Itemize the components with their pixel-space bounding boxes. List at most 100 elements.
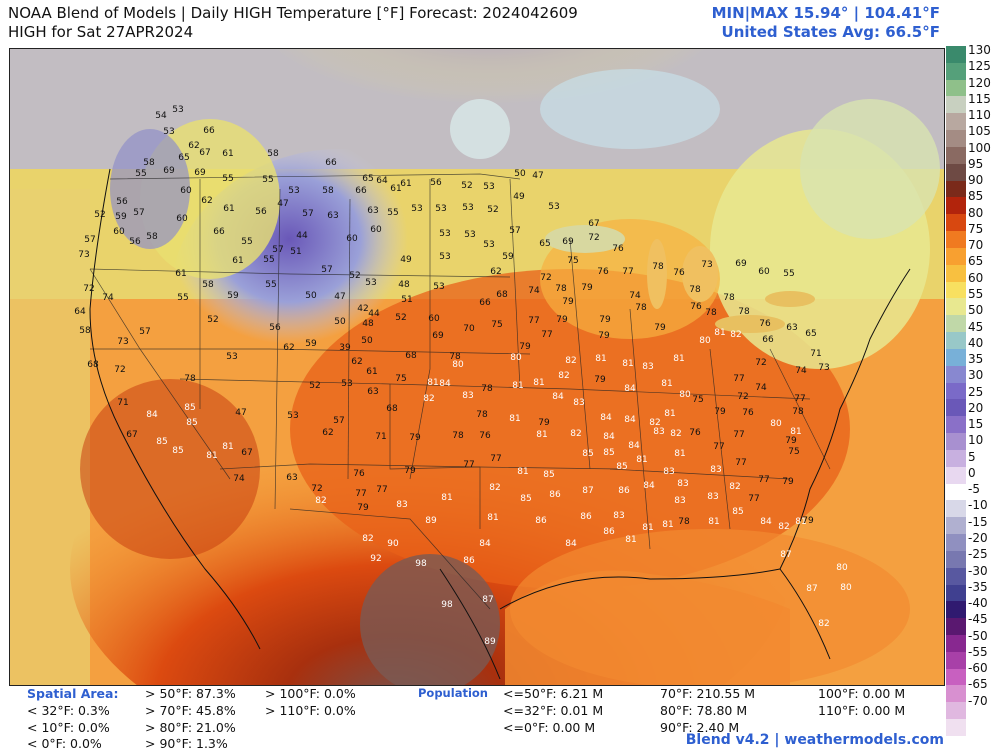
temperature-label: 53 — [288, 186, 299, 196]
temperature-label: 61 — [390, 184, 401, 194]
temperature-label: 69 — [432, 331, 444, 341]
temperature-label: 58 — [143, 158, 155, 168]
temperature-label: 76 — [353, 469, 365, 479]
color-scale-label: 90 — [968, 173, 984, 188]
temperature-label: 85 — [172, 446, 183, 456]
color-scale-labels: 130 125 120 115 110 105 100 95 90 85 80 75 70 65 60 55 5… — [968, 42, 1000, 709]
temperature-label: 80 — [679, 390, 691, 400]
temperature-label: 84 — [628, 441, 640, 451]
temperature-label: 75 — [491, 320, 502, 330]
color-scale-label: 125 — [968, 59, 991, 74]
temperature-label: 55 — [241, 237, 252, 247]
temperature-label: 47 — [532, 171, 543, 181]
temperature-label: 56 — [116, 197, 128, 207]
temperature-label: 81 — [708, 517, 719, 527]
temperature-label: 81 — [512, 381, 523, 391]
temperature-label: 60 — [346, 234, 358, 244]
color-scale-segment — [946, 618, 966, 635]
temperature-label: 85 — [582, 449, 593, 459]
temperature-label: 61 — [175, 269, 186, 279]
temperature-label: 75 — [395, 374, 406, 384]
temperature-label: 69 — [194, 168, 206, 178]
temperature-label: 56 — [255, 207, 267, 217]
temperature-label: 82 — [315, 496, 326, 506]
temperature-label: 55 — [265, 280, 276, 290]
temperature-label: 81 — [795, 517, 806, 527]
temperature-label: 84 — [565, 539, 577, 549]
temperature-label: 53 — [163, 127, 174, 137]
temperature-label: 90 — [387, 539, 399, 549]
temperature-label: 53 — [548, 202, 559, 212]
temperature-label: 71 — [117, 398, 128, 408]
color-scale-segment — [946, 197, 966, 215]
temperature-label: 52 — [94, 210, 105, 220]
temperature-label: 57 — [84, 235, 95, 245]
temperature-label: 85 — [732, 507, 743, 517]
population-stat: 70°F: 210.55 M — [660, 686, 756, 701]
color-scale-segment — [946, 214, 966, 232]
color-scale-label: -25 — [968, 547, 988, 562]
temperature-label: 79 — [782, 477, 794, 487]
temperature-label: 66 — [479, 298, 491, 308]
population-title: Population — [418, 686, 488, 700]
color-scale-label: 75 — [968, 221, 984, 236]
color-scale-label: -40 — [968, 596, 988, 611]
temperature-label: 89 — [484, 637, 496, 647]
temperature-label: 72 — [588, 233, 599, 243]
temperature-label: 53 — [172, 105, 183, 115]
color-scale-segment — [946, 180, 966, 198]
temperature-label: 81 — [441, 493, 452, 503]
temperature-label: 75 — [567, 256, 578, 266]
temperature-label: 69 — [735, 259, 747, 269]
temperature-label: 77 — [735, 458, 746, 468]
color-scale-segment — [946, 332, 966, 349]
color-scale-label: 80 — [968, 205, 984, 220]
temperature-label: 84 — [479, 539, 491, 549]
temperature-label: 72 — [540, 273, 551, 283]
temperature-label: 81 — [533, 378, 544, 388]
temperature-label: 51 — [401, 295, 412, 305]
temperature-label: 83 — [396, 500, 407, 510]
temperature-label: 78 — [555, 284, 567, 294]
temperature-label: 87 — [482, 595, 493, 605]
color-scale-label: -45 — [968, 612, 988, 627]
temperature-label: 68 — [87, 360, 99, 370]
temperature-label: 78 — [476, 410, 488, 420]
temperature-label: 81 — [661, 379, 672, 389]
temperature-label: 81 — [790, 427, 801, 437]
temperature-label: 78 — [705, 308, 717, 318]
temperature-label: 87 — [780, 550, 791, 560]
temperature-label: 72 — [737, 392, 748, 402]
temperature-label: 79 — [802, 516, 814, 526]
temperature-label: 79 — [357, 503, 369, 513]
temperature-label: 85 — [603, 448, 614, 458]
temperature-label: 44 — [296, 231, 308, 241]
temperature-label: 80 — [699, 336, 711, 346]
temperature-label: 60 — [180, 186, 192, 196]
temperature-label: 67 — [126, 430, 137, 440]
temperature-label: 57 — [509, 226, 520, 236]
temperature-label: 82 — [489, 483, 500, 493]
color-scale-segment — [946, 500, 966, 518]
title-line2: HIGH for Sat 27APR2024 — [8, 23, 194, 41]
temperature-label: 63 — [786, 323, 797, 333]
color-scale-segment — [946, 517, 966, 535]
color-scale-label: 60 — [968, 270, 984, 285]
color-scale-segment — [946, 601, 966, 619]
color-scale-segment — [946, 348, 966, 366]
temperature-label: 74 — [755, 383, 767, 393]
color-scale-label: 105 — [968, 124, 991, 139]
temperature-label: 69 — [163, 166, 175, 176]
temperature-label: 53 — [464, 230, 475, 240]
temperature-label: 81 — [664, 409, 675, 419]
temperature-label: 84 — [624, 384, 636, 394]
temperature-label: 84 — [552, 392, 564, 402]
temperature-label: 57 — [333, 416, 344, 426]
temperature-label: 49 — [400, 255, 412, 265]
area-stat: < 10°F: 0.0% — [27, 720, 110, 735]
temperature-label: 53 — [287, 411, 298, 421]
temperature-label: 79 — [654, 323, 666, 333]
population-stat: 100°F: 0.00 M — [818, 686, 906, 701]
temperature-label: 84 — [439, 379, 451, 389]
color-scale-segment — [946, 416, 966, 434]
